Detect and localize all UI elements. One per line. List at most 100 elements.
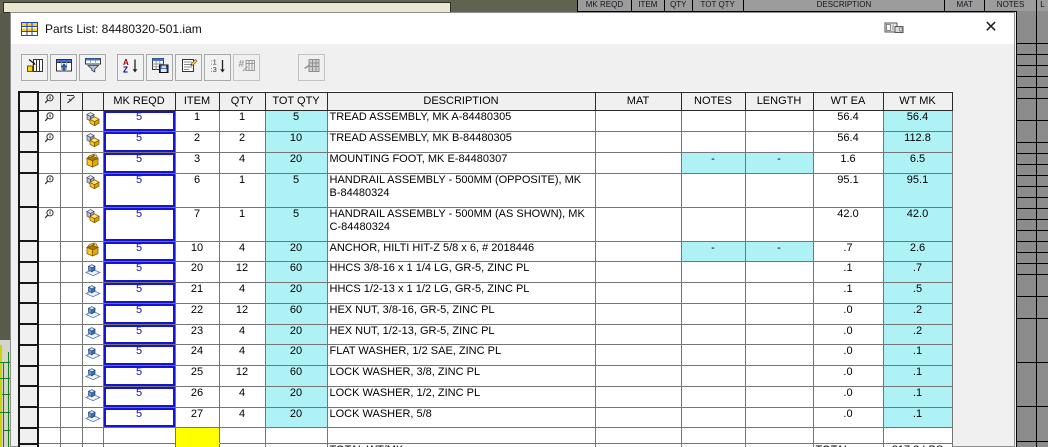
mat-cell[interactable] bbox=[594, 240, 682, 263]
length-cell[interactable] bbox=[744, 206, 814, 242]
row-selector[interactable] bbox=[18, 364, 39, 388]
length-cell[interactable]: - bbox=[744, 151, 814, 174]
wt-ea-cell[interactable]: .0 bbox=[812, 344, 884, 366]
qty-cell[interactable]: 12 bbox=[218, 261, 266, 283]
column-header-found[interactable] bbox=[37, 91, 61, 112]
found-cell[interactable] bbox=[37, 110, 61, 132]
found-cell[interactable] bbox=[37, 131, 61, 153]
item-cell[interactable]: 23 bbox=[174, 323, 220, 346]
description-cell[interactable]: LOCK WASHER, 3/8, ZINC PL bbox=[326, 365, 596, 387]
row-selector[interactable] bbox=[18, 260, 39, 284]
mk-reqd-cell[interactable]: 5 bbox=[102, 282, 176, 304]
bom-structure-cell[interactable] bbox=[81, 172, 104, 208]
qty-cell[interactable]: 1 bbox=[218, 206, 266, 242]
corner-cell[interactable] bbox=[18, 91, 39, 112]
column-header-mat[interactable]: MAT bbox=[594, 91, 682, 112]
static-value-cell[interactable] bbox=[59, 365, 83, 387]
item-cell[interactable]: 7 bbox=[174, 206, 220, 242]
mat-cell[interactable] bbox=[594, 406, 682, 429]
wt-mk-cell[interactable]: 56.4 bbox=[882, 110, 953, 132]
length-cell[interactable] bbox=[744, 282, 814, 304]
qty-cell[interactable]: 4 bbox=[218, 323, 266, 346]
wt-ea-cell[interactable]: .0 bbox=[812, 385, 884, 408]
wt-mk-cell[interactable]: .7 bbox=[882, 261, 953, 283]
column-header-bom-icon[interactable] bbox=[81, 91, 104, 112]
wt-ea-cell[interactable]: .0 bbox=[812, 365, 884, 387]
row-selector[interactable] bbox=[18, 343, 39, 367]
length-cell[interactable] bbox=[744, 385, 814, 408]
description-cell[interactable]: TREAD ASSEMBLY, MK A-84480305 bbox=[326, 110, 596, 132]
length-cell[interactable]: - bbox=[744, 240, 814, 263]
bom-structure-cell[interactable] bbox=[81, 302, 104, 325]
qty-cell[interactable]: 4 bbox=[218, 385, 266, 408]
found-cell[interactable] bbox=[37, 302, 61, 325]
wt-mk-cell[interactable]: 95.1 bbox=[882, 172, 953, 208]
filter-settings-button[interactable] bbox=[79, 53, 106, 81]
total-wt-value-cell[interactable]: 317.3 LBS bbox=[882, 443, 953, 447]
table-layout-button[interactable] bbox=[175, 53, 202, 81]
notes-cell[interactable] bbox=[680, 323, 746, 346]
item-cell[interactable]: 1 bbox=[174, 110, 220, 132]
wt-ea-cell[interactable]: 95.1 bbox=[812, 172, 884, 208]
mk-reqd-cell[interactable]: 5 bbox=[102, 302, 176, 325]
column-header-wt-ea[interactable]: WT EA bbox=[812, 91, 884, 112]
tot-qty-cell[interactable]: 20 bbox=[264, 385, 328, 408]
qty-cell[interactable]: 2 bbox=[218, 131, 266, 153]
column-header-description[interactable]: DESCRIPTION bbox=[326, 91, 596, 112]
item-cell[interactable]: 21 bbox=[174, 282, 220, 304]
wt-mk-cell[interactable]: .5 bbox=[882, 282, 953, 304]
wt-mk-cell[interactable]: .1 bbox=[882, 344, 953, 366]
mat-cell[interactable] bbox=[594, 110, 682, 132]
qty-cell[interactable]: 4 bbox=[218, 240, 266, 263]
description-cell[interactable]: MOUNTING FOOT, MK E-84480307 bbox=[326, 151, 596, 174]
found-cell[interactable] bbox=[37, 172, 61, 208]
static-value-cell[interactable] bbox=[59, 385, 83, 408]
tot-qty-cell[interactable]: 5 bbox=[264, 110, 328, 132]
mk-reqd-cell[interactable]: 5 bbox=[102, 240, 176, 263]
wt-mk-cell[interactable]: 112.8 bbox=[882, 131, 953, 153]
notes-cell[interactable] bbox=[680, 406, 746, 429]
mk-reqd-cell[interactable]: 5 bbox=[102, 385, 176, 408]
bom-structure-cell[interactable] bbox=[81, 131, 104, 153]
wt-mk-cell[interactable]: .1 bbox=[882, 406, 953, 429]
static-value-cell[interactable] bbox=[59, 110, 83, 132]
description-cell[interactable]: LOCK WASHER, 1/2, ZINC PL bbox=[326, 385, 596, 408]
static-value-cell[interactable] bbox=[59, 302, 83, 325]
length-cell[interactable] bbox=[744, 131, 814, 153]
tot-qty-cell[interactable]: 10 bbox=[264, 131, 328, 153]
found-cell[interactable] bbox=[37, 323, 61, 346]
bom-structure-cell[interactable] bbox=[81, 261, 104, 283]
close-button[interactable]: ✕ bbox=[984, 19, 998, 36]
item-cell[interactable]: 2 bbox=[174, 131, 220, 153]
bom-structure-cell[interactable] bbox=[81, 365, 104, 387]
length-cell[interactable] bbox=[744, 323, 814, 346]
mk-reqd-cell[interactable]: 5 bbox=[102, 151, 176, 174]
bom-structure-cell[interactable] bbox=[81, 110, 104, 132]
mk-reqd-cell[interactable]: 5 bbox=[102, 261, 176, 283]
row-selector[interactable] bbox=[18, 109, 39, 133]
wt-mk-cell[interactable] bbox=[882, 427, 953, 445]
notes-cell[interactable] bbox=[680, 110, 746, 132]
mat-cell[interactable] bbox=[594, 131, 682, 153]
row-selector[interactable] bbox=[18, 426, 39, 445]
found-cell[interactable] bbox=[37, 365, 61, 387]
row-selector[interactable] bbox=[18, 240, 39, 263]
group-settings-button[interactable] bbox=[50, 53, 77, 81]
length-cell[interactable] bbox=[744, 406, 814, 429]
column-header-qty[interactable]: QTY bbox=[218, 91, 266, 112]
mat-cell[interactable] bbox=[594, 385, 682, 408]
length-cell[interactable] bbox=[744, 427, 814, 445]
tot-qty-cell[interactable]: 5 bbox=[264, 172, 328, 208]
bom-structure-cell[interactable] bbox=[81, 406, 104, 429]
static-value-cell[interactable] bbox=[59, 172, 83, 208]
found-cell[interactable] bbox=[37, 240, 61, 263]
qty-cell[interactable]: 4 bbox=[218, 406, 266, 429]
static-value-cell[interactable] bbox=[59, 427, 83, 445]
description-cell[interactable]: HEX NUT, 3/8-16, GR-5, ZINC PL bbox=[326, 302, 596, 325]
tot-qty-cell[interactable]: 60 bbox=[264, 302, 328, 325]
mk-reqd-cell[interactable]: 5 bbox=[102, 172, 176, 208]
notes-cell[interactable] bbox=[680, 282, 746, 304]
wt-ea-cell[interactable] bbox=[812, 427, 884, 445]
wt-mk-cell[interactable]: .2 bbox=[882, 302, 953, 325]
tot-qty-cell[interactable] bbox=[264, 427, 328, 445]
